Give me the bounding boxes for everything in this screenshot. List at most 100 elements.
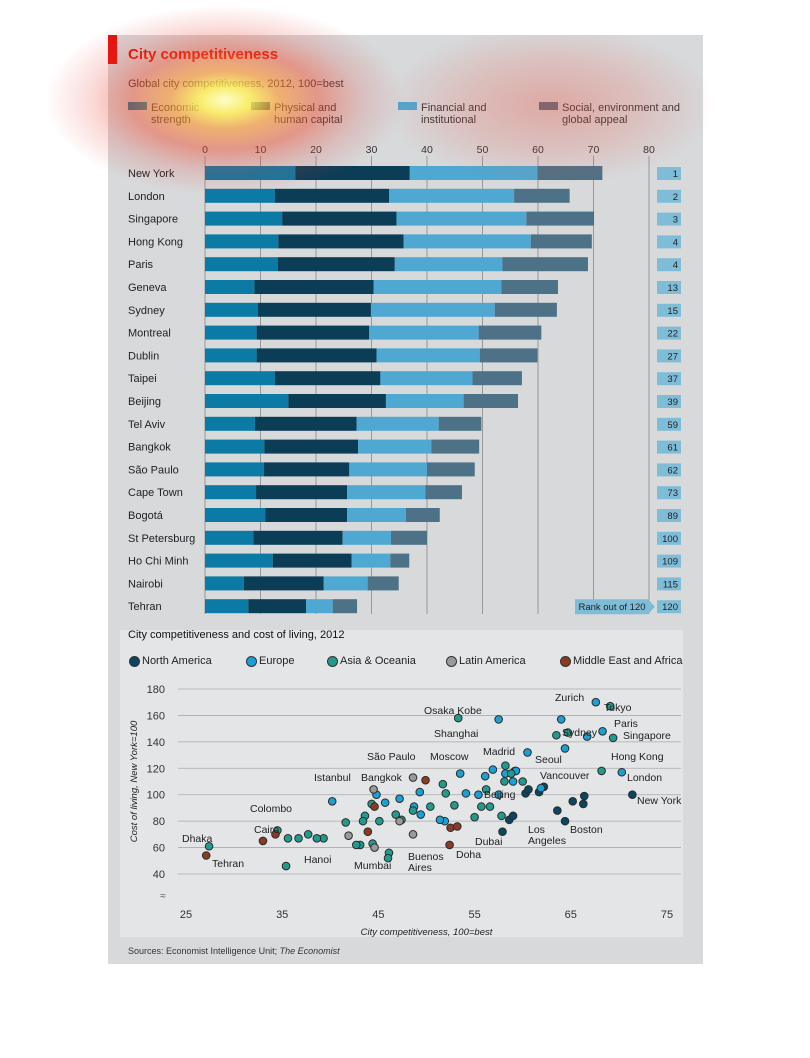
city-label-cape-town: Cape Town [128,487,183,499]
bar-beijing-physical-and-human-capital [288,394,386,408]
bar-tel-aviv-physical-and-human-capital [254,416,357,431]
x-tick-label-45: 45 [372,909,384,921]
bar-cape-town-social-environment-and-global-appeal [425,485,462,500]
bar-taipei-social-environment-and-global-appeal [472,371,522,386]
point-north-america-7 [553,806,562,815]
point-middle-east-and-africa-0 [421,775,430,785]
annotation-beijing: Beijing [484,789,516,801]
point-europe-16 [395,794,404,803]
bar-taipei-financial-and-institutional [380,371,473,386]
bar-dublin-economic-strength [205,348,257,363]
rank-label-hong-kong: 4 [673,237,678,248]
y-tick-label-180: 180 [147,684,165,696]
x-tick-label-60: 60 [532,144,544,156]
rank-box-taipei [657,372,681,386]
point-asia-oceania-1 [608,733,618,743]
point-europe-27 [488,765,498,774]
annotation-zurich: Zurich [555,692,584,704]
point-europe-19 [327,797,337,806]
x-tick-label-40: 40 [421,144,433,156]
legend-dot-asia-oceania [327,656,338,667]
point-asia-oceania-26 [341,818,350,827]
point-asia-oceania-11 [485,802,495,811]
scatter-panel [120,630,683,937]
point-europe-4 [536,783,546,793]
bar-bogota-physical-and-human-capital [265,508,348,522]
y-tick-label-120: 120 [147,763,165,775]
rank-box-st-petersburg [657,531,681,545]
point-europe-17 [380,798,390,807]
bar-ho-chi-minh-financial-and-institutional [351,553,391,568]
annotation-cairo: Cairo [254,824,279,836]
bar-montreal-economic-strength [205,325,257,340]
bar-bangkok-financial-and-institutional [358,439,432,454]
rank-box-sao-paulo [657,463,681,477]
point-europe-8 [480,771,490,781]
annotation-osaka-kobe: Osaka Kobe [424,705,482,717]
rank-label-st-petersburg: 100 [662,534,678,545]
bar-dublin-financial-and-institutional [376,348,480,363]
point-asia-oceania-35 [294,834,303,843]
bar-tehran-physical-and-human-capital [248,599,307,614]
bar-beijing-financial-and-institutional [385,394,464,408]
point-middle-east-and-africa-6 [271,830,280,839]
annotation-dubai: Dubai [475,836,502,848]
bar-paris-financial-and-institutional [394,257,503,272]
bar-hong-kong-economic-strength [205,234,279,249]
annotation-hong-kong: Hong Kong [611,751,664,763]
annotation-singapore: Singapore [623,730,671,742]
bar-nairobi-financial-and-institutional [323,576,368,591]
point-europe-10 [461,789,471,798]
city-label-tehran: Tehran [128,601,162,613]
x-tick-label-50: 50 [477,144,489,156]
point-latin-america-0 [408,773,418,782]
bar-sao-paulo-physical-and-human-capital [263,462,350,477]
rank-box-ho-chi-minh [657,554,681,568]
rank-box-nairobi [657,577,681,591]
bar-cape-town-physical-and-human-capital [256,485,348,500]
point-asia-oceania-13 [470,812,479,822]
rank-label-geneva: 13 [667,283,678,294]
x-tick-label-65: 65 [565,909,577,921]
point-middle-east-and-africa-4 [452,822,462,831]
rank-label-dublin: 27 [667,351,678,362]
point-europe-20 [455,769,465,778]
legend-label-europe: Europe [259,655,295,667]
rank-label-bangkok: 61 [667,443,678,454]
bar-taipei-physical-and-human-capital [274,371,381,386]
annotation-mumbai: Mumbai [354,860,391,872]
bar-singapore-social-environment-and-global-appeal [526,211,595,226]
bar-tel-aviv-economic-strength [205,416,255,431]
bar-sao-paulo-economic-strength [205,462,264,477]
legend-dot-europe [246,656,257,667]
annotation-istanbul: Istanbul [314,772,351,784]
annotation-bangkok: Bangkok [361,772,403,784]
bar-hong-kong-financial-and-institutional [403,234,531,249]
bar-st-petersburg-economic-strength [205,530,254,545]
rank-box-sydney [657,303,681,317]
bar-nairobi-social-environment-and-global-appeal [367,576,399,591]
point-middle-east-and-africa-3 [445,840,454,850]
city-label-dublin: Dublin [128,350,159,362]
scatter-title: City competitiveness and cost of living,… [128,629,345,641]
y-tick-label-100: 100 [147,790,165,802]
bar-paris-economic-strength [205,257,278,272]
y-tick-label-160: 160 [147,710,165,722]
bar-sydney-physical-and-human-capital [257,302,371,317]
point-asia-oceania-39 [204,841,214,851]
annotation-sao-paulo: São Paulo [367,751,416,763]
point-asia-oceania-8 [518,777,528,786]
bar-st-petersburg-social-environment-and-global-appeal [390,530,427,545]
bar-bangkok-social-environment-and-global-appeal [431,439,480,454]
point-europe-2 [556,715,566,724]
point-north-america-11 [579,791,589,801]
point-asia-oceania-22 [375,816,384,826]
city-label-ho-chi-minh: Ho Chi Minh [128,556,189,568]
city-label-bangkok: Bangkok [128,442,171,454]
annotation-los-angeles-line1: Los [528,824,545,836]
bar-hong-kong-social-environment-and-global-appeal [530,234,592,249]
bar-sydney-economic-strength [205,302,258,317]
point-asia-oceania-33 [312,834,322,843]
x-tick-label-80: 80 [643,144,655,156]
city-label-singapore: Singapore [128,214,178,226]
